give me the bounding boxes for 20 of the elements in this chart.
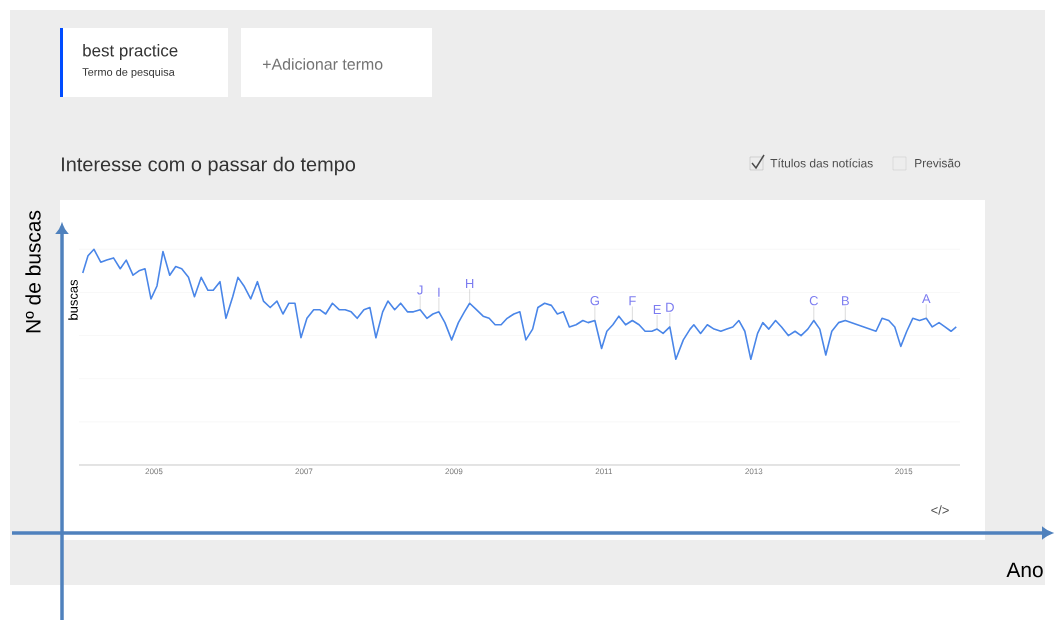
text: Termo de pesquisa — [82, 67, 175, 79]
annotation: B — [842, 296, 849, 306]
text: buscas — [68, 279, 78, 320]
annotation: A — [921, 294, 931, 304]
annotation: G — [590, 296, 599, 306]
annotation: H — [466, 279, 474, 289]
annotation: I — [438, 287, 440, 297]
text: </> — [931, 505, 949, 515]
annotation: C — [809, 296, 818, 306]
text: Títulos das notícias — [770, 158, 873, 168]
text: Previsão — [915, 158, 961, 168]
x-axis-title: Ano — [1006, 562, 1043, 578]
chart-title: Interesse com o passar do tempo — [62, 156, 356, 176]
annotation: F — [629, 296, 636, 306]
annotation: J — [417, 285, 423, 295]
text: +Adicionar termo — [262, 58, 383, 70]
text: best practice — [83, 44, 178, 60]
y-axis-title: Nº de buscas — [25, 210, 41, 333]
annotation: E — [653, 305, 661, 314]
annotation: D — [666, 302, 674, 312]
